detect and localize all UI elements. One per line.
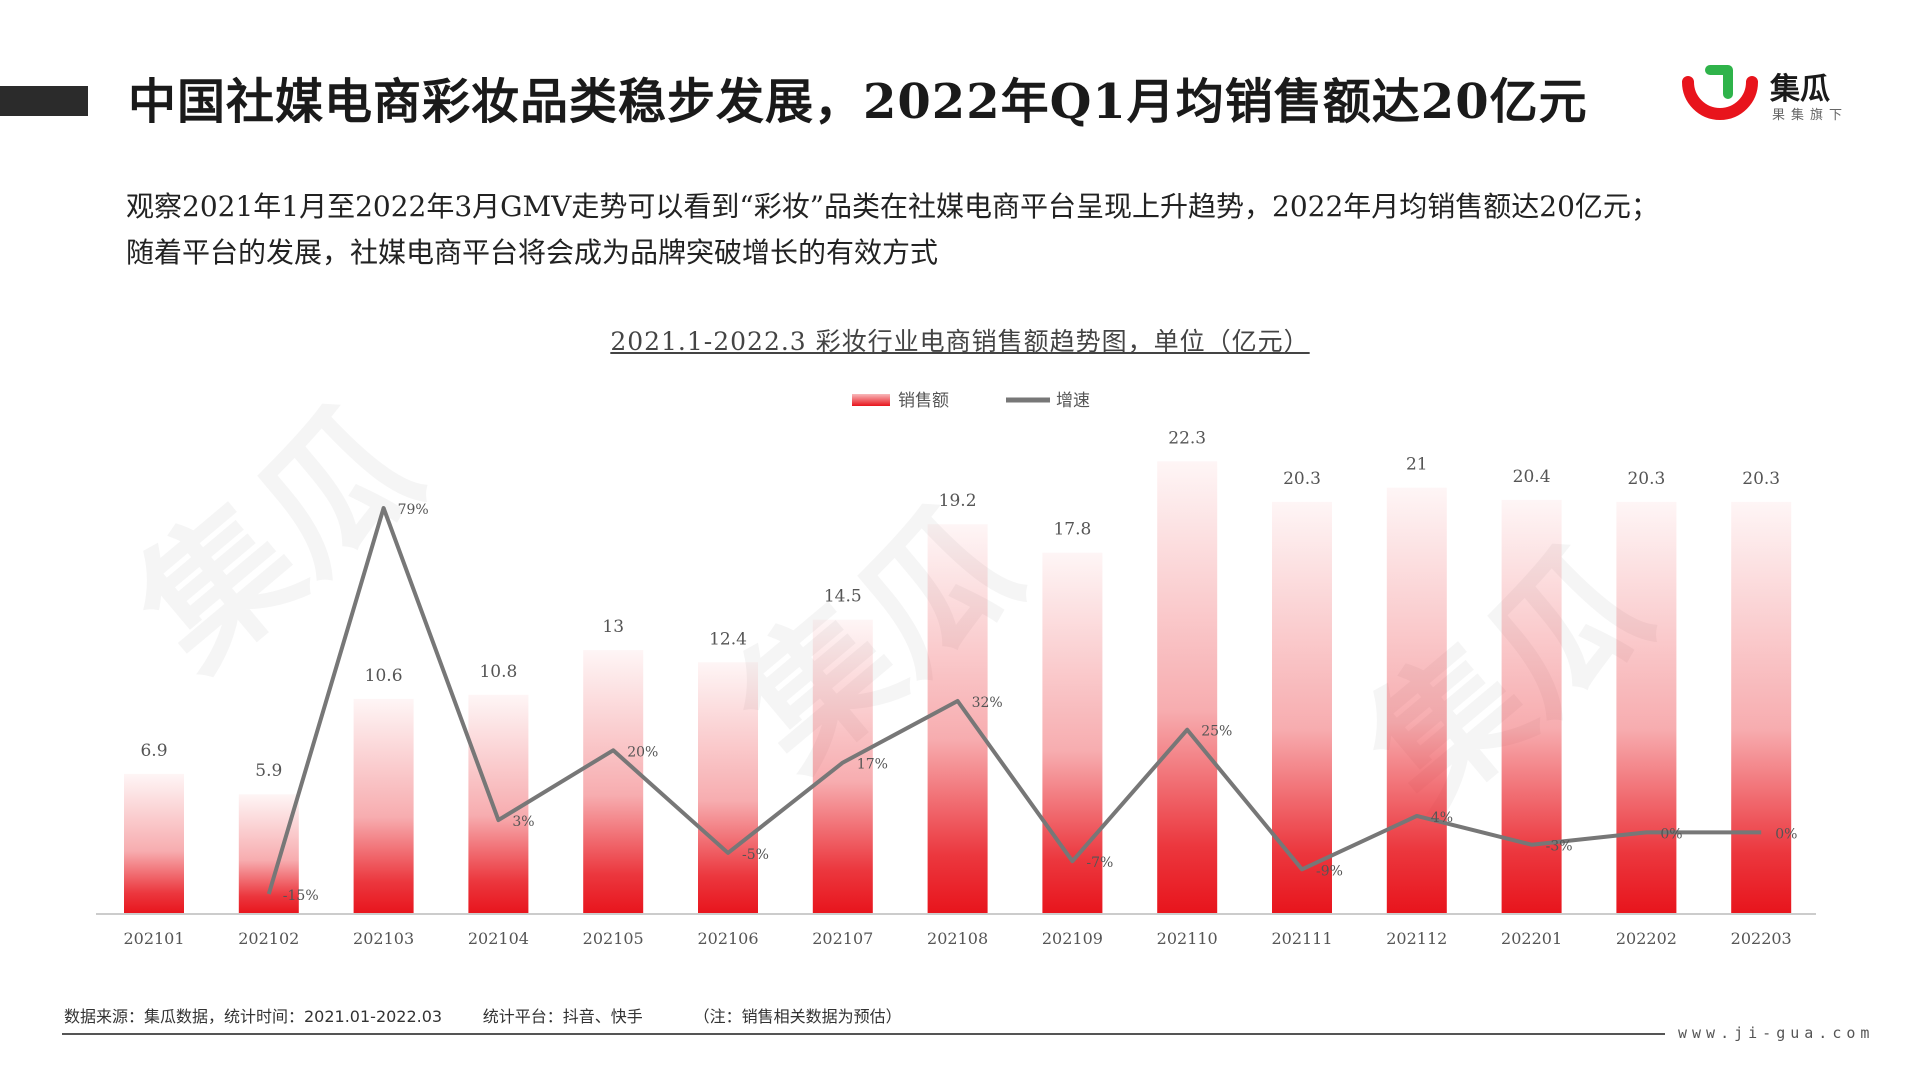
growth-label: -9% [1316,863,1343,879]
logo-name: 集瓜 [1770,72,1830,107]
bar-value-label: 20.4 [1513,467,1551,487]
x-tick-label: 202112 [1386,929,1447,948]
chart-legend: 销售额 增速 [852,391,1090,411]
growth-label: 0% [1775,826,1797,842]
growth-label: 79% [398,502,429,518]
bar-value-label: 13 [602,617,624,637]
logo-subtitle: 果集旗下 [1772,108,1849,123]
x-tick-label: 202102 [238,929,299,948]
growth-label: -3% [1546,839,1573,855]
bar [1731,501,1792,914]
x-tick-label: 202105 [583,929,644,948]
bar [1616,501,1677,914]
description-line: 随着平台的发展，社媒电商平台将会成为品牌突破增长的有效方式 [126,236,939,269]
growth-label: 25% [1201,724,1232,740]
page-title: 中国社媒电商彩妆品类稳步发展，2022年Q1月均销售额达20亿元 [128,74,1588,130]
x-tick-label: 202202 [1616,929,1677,948]
bar-value-label: 20.3 [1627,469,1665,489]
bar [1272,501,1332,914]
bar [124,773,184,914]
logo-mark-icon [1682,65,1758,120]
legend-label: 销售额 [898,391,949,411]
chart-title: 2021.1-2022.3 彩妆行业电商销售额趋势图，单位（亿元） [610,327,1310,356]
bar-value-label: 6.9 [140,741,167,761]
brand-logo: 集瓜 果集旗下 [1680,60,1880,130]
x-tick-label: 202201 [1501,929,1562,948]
bar [238,794,299,914]
bar [927,524,988,914]
bar [468,694,529,914]
growth-line [266,506,1762,895]
bar-value-label: 17.8 [1053,520,1091,540]
growth-label: 3% [512,814,534,830]
x-tick-label: 202107 [812,929,873,948]
x-tick-label: 202106 [697,929,758,948]
bar [812,619,873,914]
bar-value-label: 5.9 [255,761,282,781]
bar [353,698,414,914]
growth-label: -15% [283,888,319,904]
x-tick-label: 202104 [468,929,529,948]
bar [1386,487,1447,914]
bar [1042,552,1103,914]
growth-label: 17% [857,757,888,773]
bar-value-label: 12.4 [709,629,747,649]
x-tick-label: 202203 [1731,929,1792,948]
bar-value-label: 14.5 [824,587,862,607]
legend-swatch-sales [852,394,890,406]
bar [698,662,758,914]
footer-url: www.ji-gua.com [1678,1024,1875,1042]
growth-label: -5% [742,847,769,863]
description: 观察2021年1月至2022年3月GMV走势可以看到“彩妆”品类在社媒电商平台呈… [126,184,1886,276]
x-tick-label: 202109 [1042,929,1103,948]
legend-label: 增速 [1056,391,1090,411]
growth-label: 20% [627,744,658,760]
bar-value-label: 22.3 [1168,428,1206,448]
footer-notes: 数据来源：集瓜数据，统计时间：2021.01-2022.03 统计平台：抖音、快… [64,1003,902,1027]
bar-value-label: 20.3 [1742,469,1780,489]
x-tick-label: 202101 [123,929,184,948]
footer-platform: 统计平台：抖音、快手 [482,1007,643,1026]
description-line: 观察2021年1月至2022年3月GMV走势可以看到“彩妆”品类在社媒电商平台呈… [126,190,1659,223]
footer-divider [62,1033,1665,1035]
bar [583,650,644,914]
bar [1157,461,1218,914]
growth-label: 0% [1660,826,1682,842]
growth-label: 32% [972,695,1003,711]
x-tick-label: 202103 [353,929,414,948]
footer-note: （注：销售相关数据为预估） [693,1007,902,1026]
title-accent-bar [0,86,88,116]
x-tick-label: 202110 [1157,929,1218,948]
bar-value-label: 19.2 [939,491,977,511]
growth-label: -7% [1086,855,1113,871]
x-tick-label: 202108 [927,929,988,948]
x-tick-label: 202111 [1271,929,1332,948]
bar-value-label: 10.8 [479,662,517,682]
bar-value-label: 20.3 [1283,469,1321,489]
bar-value-label: 10.6 [365,666,403,686]
sales-chart: 销售额 增速 6.9 5.9 -15% 10.6 79% 10.8 3% 13 20% 12.4 -5… [96,391,1816,948]
growth-label: 4% [1431,810,1453,826]
bar-value-label: 21 [1406,455,1428,475]
footer-source: 数据来源：集瓜数据，统计时间：2021.01-2022.03 [64,1007,443,1026]
